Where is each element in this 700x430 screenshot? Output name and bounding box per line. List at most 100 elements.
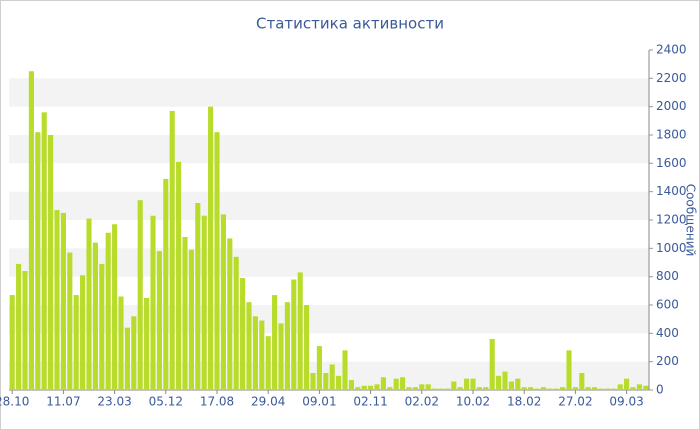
x-tick-label: 28.10 [0, 395, 29, 409]
bar [163, 178, 169, 390]
bar [438, 388, 444, 390]
bar [220, 214, 226, 390]
x-tick-label: 18.02 [507, 395, 541, 409]
bar [176, 161, 182, 390]
bar [246, 302, 252, 390]
bar [99, 263, 105, 390]
bar [579, 373, 585, 390]
x-tick-label: 23.03 [97, 395, 131, 409]
bar [28, 71, 34, 390]
grid-band [9, 191, 649, 220]
bar [553, 388, 559, 390]
bar [368, 385, 374, 390]
bar [131, 316, 137, 390]
bar [361, 385, 367, 390]
bar [316, 346, 322, 390]
bar [124, 327, 130, 390]
bar [73, 295, 79, 390]
bar [137, 200, 143, 390]
bar [502, 371, 508, 390]
bar [67, 252, 73, 390]
grid-band [9, 248, 649, 277]
bar [336, 375, 342, 390]
bar [112, 224, 118, 390]
bar [259, 320, 265, 390]
bar [144, 297, 150, 390]
bar [515, 378, 521, 390]
bar [380, 377, 386, 390]
bar [342, 350, 348, 390]
bar [355, 387, 361, 390]
bar [508, 381, 514, 390]
bar [457, 387, 463, 390]
bar [150, 215, 156, 390]
y-tick-label: 1800 [656, 128, 687, 142]
bar [406, 387, 412, 390]
grid-band [9, 305, 649, 334]
y-tick-label: 0 [656, 383, 664, 397]
bar [528, 387, 534, 390]
bar [291, 279, 297, 390]
x-tick-label: 10.02 [456, 395, 490, 409]
chart-title: Статистика активности [256, 15, 444, 33]
bar [572, 387, 578, 390]
bar [624, 378, 630, 390]
bar [585, 387, 591, 390]
bar [489, 339, 495, 390]
grid-band [9, 78, 649, 107]
bar [374, 384, 380, 390]
x-tick-label: 27.02 [558, 395, 592, 409]
bar [35, 132, 41, 390]
bar [60, 212, 66, 390]
bar [156, 251, 162, 390]
bar [80, 275, 86, 390]
bar [48, 135, 54, 390]
bar [272, 295, 278, 390]
bar [169, 110, 175, 391]
y-tick-label: 800 [656, 269, 679, 283]
y-tick-label: 1000 [656, 241, 687, 255]
bar [598, 388, 604, 390]
y-tick-label: 1600 [656, 156, 687, 170]
bar [195, 203, 201, 390]
bar [278, 323, 284, 390]
bar [496, 375, 502, 390]
bar [297, 272, 303, 390]
bar [182, 237, 188, 390]
y-tick-label: 600 [656, 298, 679, 312]
bar [643, 385, 649, 390]
bar [252, 316, 258, 390]
y-axis-label: Сообщений [684, 184, 698, 257]
bar [547, 388, 553, 390]
bar [483, 387, 489, 390]
bar [630, 387, 636, 390]
y-tick-label: 2400 [656, 43, 687, 57]
x-tick-label: 11.07 [46, 395, 80, 409]
bar [118, 296, 124, 390]
y-tick-label: 400 [656, 326, 679, 340]
bar [329, 364, 335, 390]
bar [566, 350, 572, 390]
bar [611, 388, 617, 390]
bar [534, 388, 540, 390]
bar [304, 305, 310, 390]
bar [22, 271, 28, 390]
bar [560, 387, 566, 390]
bar [521, 387, 527, 390]
bar [470, 378, 476, 390]
bar [9, 295, 15, 390]
bar [540, 387, 546, 390]
x-tick-label: 09.03 [609, 395, 643, 409]
bar [476, 387, 482, 390]
y-tick-label: 200 [656, 354, 679, 368]
bar [323, 373, 329, 390]
bar [208, 106, 214, 391]
x-tick-label: 29.04 [251, 395, 285, 409]
bar [16, 263, 22, 390]
x-tick-label: 09.01 [302, 395, 336, 409]
bar [464, 378, 470, 390]
bar [636, 384, 642, 390]
bar [425, 384, 431, 390]
bar [387, 387, 393, 390]
